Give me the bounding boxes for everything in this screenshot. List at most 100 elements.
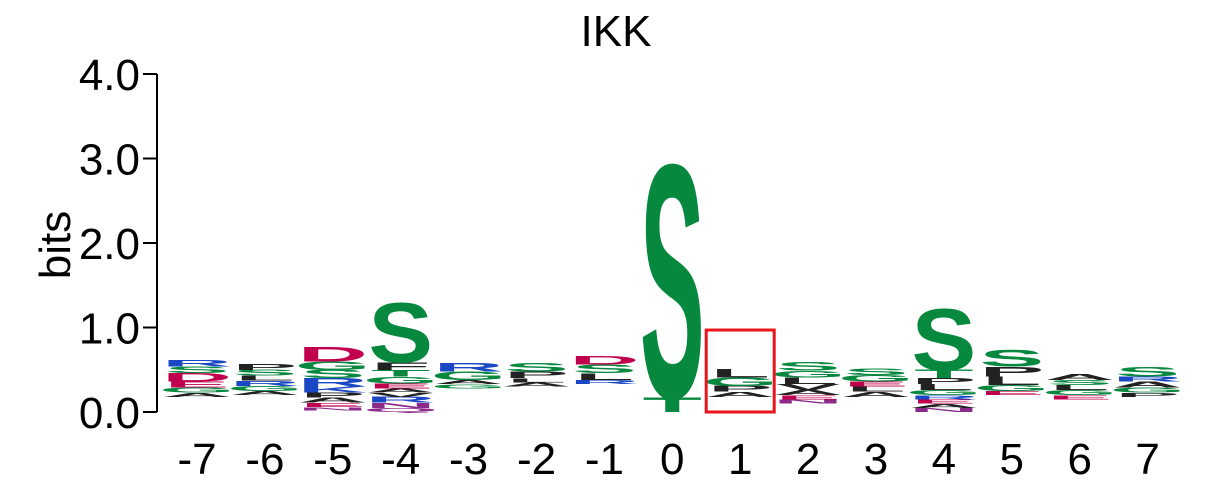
highlight-box [704,328,776,414]
y-tick-label: 0.0 [79,389,140,438]
logo-letter-A: A [773,389,843,397]
logo-letter-R: R [569,379,639,386]
logo-letter-G: G [363,375,438,386]
logo-letter-G: G [838,373,913,384]
logo-letter-L: L [846,385,905,393]
logo-letter-P: P [300,391,365,399]
logo-letter-A: A [230,390,300,397]
logo-letter-Q: Q [363,407,438,414]
logo-letter-R: R [434,361,504,374]
logo-letter-D: D [569,354,639,367]
x-tick-label-2: 2 [796,435,820,484]
x-tick-label--3: -3 [449,435,488,484]
logo-letter-S: S [300,367,365,380]
x-tick-label--7: -7 [177,435,216,484]
logo-letter-L: L [507,377,566,384]
chart-title: IKK [581,7,652,56]
logo-letter-G: G [702,375,778,388]
logo-letter-P: P [1115,391,1180,398]
x-tick-label-5: 5 [1000,435,1024,484]
logo-letter-S: S [572,362,637,375]
logo-letter-R: R [298,376,368,389]
logo-letter-G: G [431,383,506,390]
logo-letter-E: E [1047,394,1112,401]
y-axis-label: bits [31,211,80,279]
logo-letter-G: G [1042,389,1117,397]
logo-letter-G: G [1110,386,1185,394]
logo-letter-E: E [368,382,433,390]
logo-letter-A: A [841,390,911,398]
y-tick-label: 2.0 [79,220,140,269]
logo-letter-L: L [711,367,770,380]
letter-stack-0: TS [640,95,705,468]
logo-letter-S: S [368,286,433,381]
logo-letter-E: E [776,394,841,401]
logo-letter-N: N [298,406,368,411]
logo-letter-S: S [979,345,1044,371]
logo-letter-N: N [773,398,843,405]
logo-letter-A: A [1045,372,1115,381]
logo-letter-E: E [165,380,230,389]
logo-letter-E: E [300,402,365,409]
logo-letter-R: R [909,394,979,401]
x-tick-label-0: 0 [660,435,684,484]
logo-letter-V: V [776,383,841,392]
logo-letter-R: R [366,395,436,404]
x-tick-label-7: 7 [1135,435,1159,484]
logo-letter-P: P [708,384,773,393]
logo-letter-G: G [431,369,507,382]
logo-letter-S: S [1047,379,1112,387]
logo-letter-S: S [1115,364,1180,380]
logo-letter-P: P [912,377,977,386]
y-tick-label: 1.0 [79,305,140,354]
logo-letter-S: S [504,361,569,374]
logo-letter-S: S [640,95,705,468]
logo-letter-R: R [230,379,300,387]
logo-letter-K: K [298,385,368,394]
logo-letter-S: S [912,290,977,389]
logo-letter-V: V [368,391,433,398]
logo-letter-G: G [974,383,1049,392]
x-tick-label-4: 4 [932,435,956,484]
logo-letter-G: G [295,359,371,372]
logo-letter-P: P [979,364,1044,380]
logo-letter-L: L [778,376,837,387]
logo-letter-G: G [159,386,234,394]
logo-letter-P: P [504,370,569,381]
logo-letter-E: E [844,380,909,388]
logo-letter-T: T [643,393,702,417]
logo-letter-N: N [909,407,979,414]
logo-letter-A: A [366,387,436,394]
logo-letter-F: F [371,360,430,372]
logo-letter-G: G [906,389,981,397]
logo-letter-D: D [298,342,368,366]
logo-letter-A: A [705,390,775,398]
x-tick-label--2: -2 [517,435,556,484]
logo-letter-L: L [982,374,1041,387]
logo-letter-G: G [227,384,302,392]
logo-letter-L: L [235,374,294,382]
logo-letter-A: A [1113,380,1183,389]
x-tick-label--4: -4 [381,435,420,484]
x-tick-label-6: 6 [1067,435,1091,484]
logo-letter-S: S [233,368,298,377]
logo-letter-P: P [233,362,298,371]
logo-letter-T: T [914,367,973,380]
logo-letter-L: L [575,371,634,382]
x-tick-label--1: -1 [585,435,624,484]
logo-letter-G: G [770,369,845,380]
logo-letter-A: A [162,391,232,398]
logo-letter-A: A [434,379,504,386]
